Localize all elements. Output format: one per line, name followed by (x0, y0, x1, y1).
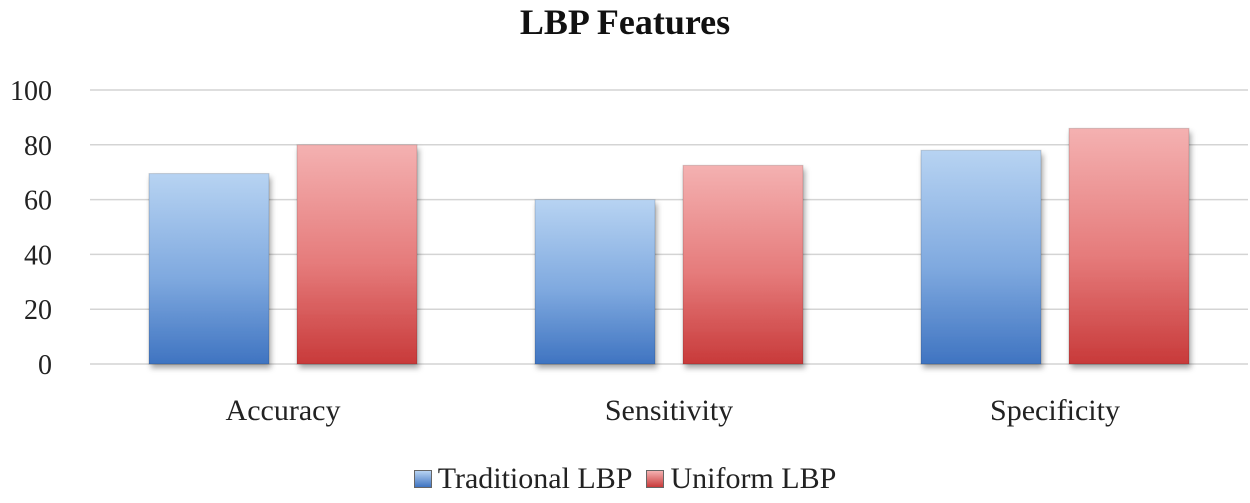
y-tick-label: 80 (24, 131, 52, 162)
legend-swatch-traditional (413, 470, 432, 488)
x-category-label: Sensitivity (605, 394, 733, 427)
y-tick-label: 60 (24, 186, 52, 217)
chart-title: LBP Features (519, 2, 731, 42)
y-tick-label: 0 (38, 350, 52, 381)
gridlines (90, 89, 1248, 365)
x-category-label: Accuracy (226, 394, 341, 427)
y-tick-label: 40 (24, 240, 52, 271)
bar-traditional-sensitivity (534, 199, 656, 365)
bar-traditional-specificity (920, 149, 1042, 365)
x-category-label: Specificity (990, 394, 1120, 427)
bars (148, 127, 1190, 365)
legend-label-uniform: Uniform LBP (670, 462, 837, 495)
legend-label-traditional: Traditional LBP (437, 462, 633, 495)
legend-item-uniform: Uniform LBP (646, 462, 836, 496)
bar-uniform-accuracy (296, 144, 418, 365)
x-axis-categories: Accuracy Sensitivity Specificity (226, 394, 1120, 427)
legend: Traditional LBP Uniform LBP (0, 462, 1250, 496)
legend-item-traditional: Traditional LBP (413, 462, 633, 496)
y-tick-label: 100 (10, 76, 52, 107)
bar-uniform-specificity (1068, 127, 1190, 365)
legend-swatch-uniform (646, 470, 665, 488)
bar-traditional-accuracy (148, 173, 270, 365)
bar-uniform-sensitivity (682, 164, 804, 365)
y-axis-ticks: 0 20 40 60 80 100 (10, 76, 52, 381)
y-tick-label: 20 (24, 295, 52, 326)
